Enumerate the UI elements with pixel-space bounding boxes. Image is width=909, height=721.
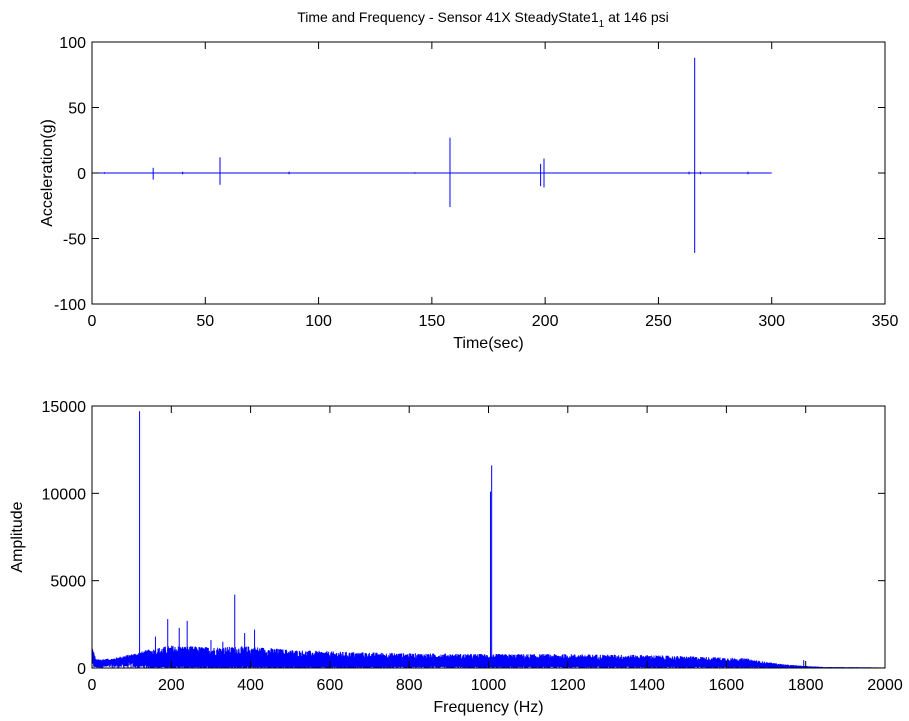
figure-title: Time and Frequency - Sensor 41X SteadySt… (297, 9, 669, 30)
y-tick-label: -100 (54, 297, 86, 314)
x-tick-label: 200 (532, 313, 559, 330)
x-tick-label: 800 (396, 677, 423, 694)
title-subscript: 1 (599, 19, 605, 30)
x-tick-label: 600 (317, 677, 344, 694)
x-tick-label: 100 (305, 313, 332, 330)
y-tick-label: 0 (77, 661, 86, 678)
x-axis-label: Time(sec) (453, 335, 524, 352)
y-tick-label: 0 (77, 166, 86, 183)
series-0 (92, 57, 772, 253)
y-tick-label: 50 (68, 101, 86, 118)
frequency-domain-plot: 0 200 400 600 800 1000 1200 1400 1600 1800 2000 0 50… (9, 399, 903, 716)
x-tick-label: 200 (158, 677, 185, 694)
x-tick-label: 150 (419, 313, 446, 330)
x-tick-label: 1600 (709, 677, 745, 694)
x-tick-label: 1400 (629, 677, 665, 694)
y-tick-label: 15000 (42, 399, 87, 416)
y-axis-label: Acceleration(g) (39, 119, 56, 227)
x-axis-label: Frequency (Hz) (433, 699, 543, 716)
x-tick-label: 1200 (550, 677, 586, 694)
x-tick-label: 0 (88, 677, 97, 694)
y-tick-label: -50 (63, 232, 86, 249)
y-tick-label: 5000 (50, 574, 86, 591)
x-tick-label: 1800 (788, 677, 824, 694)
x-tick-label: 0 (88, 313, 97, 330)
y-tick-label: 10000 (42, 486, 87, 503)
x-tick-label: 50 (196, 313, 214, 330)
x-tick-label: 350 (872, 313, 899, 330)
time-domain-plot: 0 50 100 150 200 250 300 350 -100 -50 0 50 100 Time(s… (39, 35, 898, 352)
x-tick-label: 400 (237, 677, 264, 694)
series-1 (91, 411, 886, 668)
x-tick-label: 250 (645, 313, 672, 330)
x-tick-label: 1000 (471, 677, 507, 694)
x-tick-label: 2000 (867, 677, 903, 694)
y-axis-label: Amplitude (9, 501, 26, 572)
y-tick-label: 100 (59, 35, 86, 52)
plot-area (92, 406, 885, 668)
x-tick-label: 300 (758, 313, 785, 330)
title-main: Time and Frequency - Sensor 41X SteadySt… (297, 9, 599, 25)
title-tail: at 146 psi (604, 9, 669, 25)
